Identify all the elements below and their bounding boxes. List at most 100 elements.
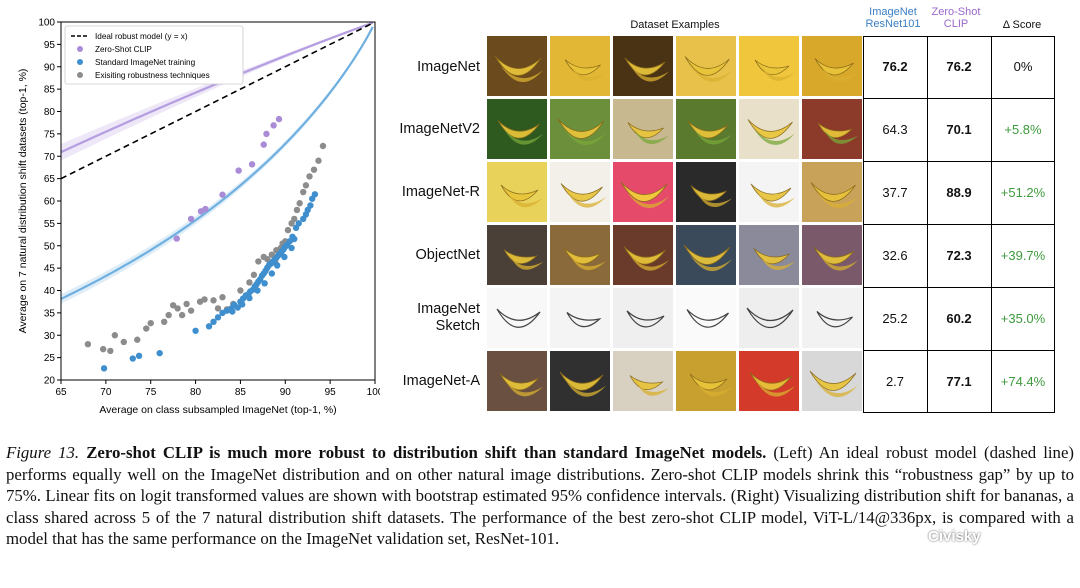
robust-point <box>255 258 262 265</box>
standard-point <box>214 314 222 321</box>
x-tick-label: 65 <box>55 387 67 398</box>
resnet-score-objectnet: 32.6 <box>882 248 908 263</box>
robust-point <box>120 338 128 346</box>
y-tick-label: 40 <box>44 286 56 297</box>
standard-point <box>274 262 281 269</box>
banana-example-image <box>487 351 547 411</box>
banana-example-image <box>550 288 610 348</box>
banana-example-image <box>613 351 673 411</box>
clip-score-imagenet-r: 88.9 <box>946 185 972 200</box>
robust-point <box>306 173 313 180</box>
robust-point <box>201 296 208 303</box>
clip-score-objectnet: 72.3 <box>946 248 972 263</box>
banana-example-image <box>550 99 610 159</box>
resnet-score-imagenet-a: 2.7 <box>885 374 905 389</box>
x-tick-label: 70 <box>100 387 112 398</box>
robust-point <box>291 215 298 223</box>
delta-score-objectnet: +39.7% <box>1000 248 1046 263</box>
y-axis-label: Average on 7 natural distribution shift … <box>17 69 29 334</box>
robustness-scatter-chart: 65 70 75 80 85 90 95 100 20 25 30 35 40 45 50 55 60 65 70 7… <box>17 18 380 417</box>
delta-score-imagenet-a: +74.4% <box>1000 374 1046 389</box>
y-tick-label: 50 <box>44 241 56 252</box>
standard-point <box>281 253 288 261</box>
y-tick-label: 20 <box>44 376 56 387</box>
y-tick-label: 60 <box>44 197 56 208</box>
clip-point <box>235 167 242 174</box>
standard-point <box>239 301 246 308</box>
robust-point <box>319 142 327 150</box>
y-tick-label: 35 <box>44 308 56 319</box>
standard-point <box>129 355 136 362</box>
y-tick-label: 95 <box>44 40 56 51</box>
robust-point <box>219 294 226 301</box>
banana-example-image <box>550 36 610 96</box>
banana-example-image <box>613 225 673 285</box>
legend-robust-label: Exisiting robustness techniques <box>95 71 210 80</box>
caption-body: (Left) An ideal robust model (dashed lin… <box>6 443 1074 549</box>
figure-number: Figure 13. <box>6 443 80 462</box>
banana-example-image <box>550 351 610 411</box>
robust-point <box>134 336 141 343</box>
robust-point <box>174 305 181 312</box>
banana-example-image <box>802 351 862 411</box>
robust-point <box>147 319 154 327</box>
y-tick-label: 100 <box>38 18 55 29</box>
clip-point <box>260 141 267 148</box>
robust-point <box>284 226 292 234</box>
standard-point <box>307 202 314 209</box>
y-tick-label: 65 <box>44 174 56 185</box>
robust-point <box>111 332 119 339</box>
resnet-score-imagenet-r: 37.7 <box>882 185 908 200</box>
row-label-imagenet-sketch: ImageNet Sketch <box>417 301 480 334</box>
standard-point <box>229 308 236 315</box>
banana-example-image <box>613 162 673 222</box>
robust-point <box>268 251 276 258</box>
x-tick-label: 100 <box>367 387 380 398</box>
clip-score-imagenetv2: 70.1 <box>946 122 972 137</box>
banana-example-image <box>613 99 673 159</box>
x-tick-label: 90 <box>280 387 292 398</box>
banana-example-image <box>739 225 799 285</box>
standard-point <box>205 323 213 330</box>
banana-example-image <box>739 36 799 96</box>
row-label-imagenet-r: ImageNet-R <box>401 184 480 200</box>
banana-example-image <box>613 288 673 348</box>
banana-example-image <box>676 99 736 159</box>
resnet-score-imagenetv2: 64.3 <box>882 122 908 137</box>
standard-point <box>261 280 268 287</box>
resnet-column-header: ImageNet ResNet101 <box>865 6 921 30</box>
legend-box <box>64 25 244 85</box>
y-tick-label: 85 <box>44 85 56 96</box>
robust-point <box>143 325 150 332</box>
robust-point <box>302 182 310 189</box>
robust-point <box>183 300 190 308</box>
robust-point <box>237 287 244 294</box>
y-tick-label: 45 <box>44 264 56 275</box>
delta-score-imagenet: 0% <box>1013 59 1033 74</box>
robust-point <box>99 345 107 353</box>
y-tick-label: 70 <box>44 152 56 163</box>
table-header: Dataset Examples ImageNet ResNet101 Zero… <box>480 6 1076 34</box>
robust-point <box>210 297 217 304</box>
banana-example-image <box>739 162 799 222</box>
resnet-score-imagenet-sketch: 25.2 <box>882 311 908 326</box>
ideal-robust-line <box>61 22 375 180</box>
standard-point <box>246 294 253 302</box>
banana-example-image <box>676 351 736 411</box>
standard-point <box>210 318 217 326</box>
row-label-imagenetv2: ImageNetV2 <box>399 121 480 137</box>
banana-example-image <box>802 225 862 285</box>
caption-title: Zero-shot CLIP is much more robust to di… <box>86 443 767 462</box>
standard-point <box>234 304 241 311</box>
standard-fit-line <box>61 26 374 301</box>
banana-example-image <box>676 225 736 285</box>
clip-point <box>202 205 209 213</box>
row-label-objectnet: ObjectNet <box>415 247 480 263</box>
clip-point <box>187 215 195 223</box>
standard-point <box>288 244 295 252</box>
x-axis-label: Average on class subsampled ImageNet (to… <box>99 404 336 416</box>
y-tick-label: 75 <box>44 129 56 140</box>
legend-ideal-label: Ideal robust model (y = x) <box>95 32 188 41</box>
banana-example-image <box>739 99 799 159</box>
banana-example-image <box>487 225 547 285</box>
